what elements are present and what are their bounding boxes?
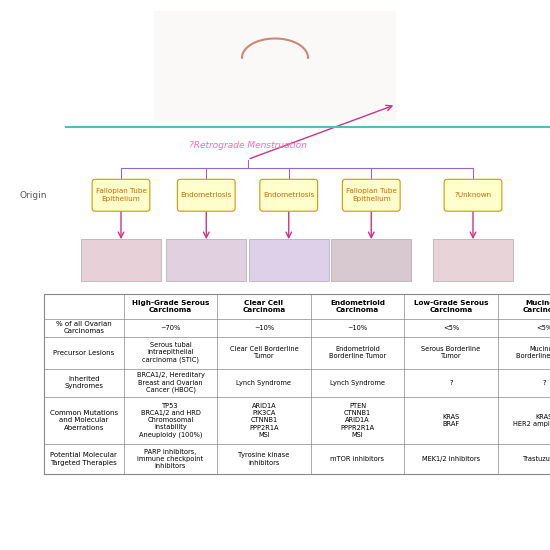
Text: Origin: Origin bbox=[19, 191, 47, 200]
Text: Lynch Syndrome: Lynch Syndrome bbox=[330, 380, 385, 386]
Text: % of all Ovarian
Carcinomas: % of all Ovarian Carcinomas bbox=[56, 321, 112, 334]
Text: TP53
BRCA1/2 and HRD
Chromosomal
instability
Aneuploidy (100%): TP53 BRCA1/2 and HRD Chromosomal instabi… bbox=[139, 403, 202, 438]
Text: Mucinous
Carcinoma: Mucinous Carcinoma bbox=[523, 300, 550, 313]
Text: Low-Grade Serous
Carcinoma: Low-Grade Serous Carcinoma bbox=[414, 300, 488, 313]
Text: Fallopian Tube
Epithelium: Fallopian Tube Epithelium bbox=[346, 189, 397, 202]
Text: ~10%: ~10% bbox=[254, 325, 274, 331]
Text: Clear Cell
Carcinoma: Clear Cell Carcinoma bbox=[243, 300, 285, 313]
Text: ?: ? bbox=[543, 380, 546, 386]
Text: KRAS
HER2 amplification: KRAS HER2 amplification bbox=[513, 414, 550, 427]
Bar bbox=[433, 239, 513, 280]
Text: Trastuzumab: Trastuzumab bbox=[523, 456, 550, 462]
Text: Endometriosis: Endometriosis bbox=[263, 192, 315, 198]
Text: Tyrosine kinase
inhibitors: Tyrosine kinase inhibitors bbox=[238, 452, 290, 466]
Text: MEK1/2 inhibitors: MEK1/2 inhibitors bbox=[422, 456, 480, 462]
Bar bbox=[154, 11, 396, 121]
FancyBboxPatch shape bbox=[444, 179, 502, 211]
Text: Precursor Lesions: Precursor Lesions bbox=[53, 350, 114, 355]
Bar bbox=[249, 239, 329, 280]
Text: Endometrioid
Borderline Tumor: Endometrioid Borderline Tumor bbox=[329, 346, 386, 359]
Text: ~70%: ~70% bbox=[161, 325, 180, 331]
Text: Lynch Syndrome: Lynch Syndrome bbox=[236, 380, 292, 386]
Text: Inherited
Syndromes: Inherited Syndromes bbox=[64, 376, 103, 389]
Bar bbox=[166, 239, 246, 280]
Text: Serous tubal
intraepithelial
carcinoma (STIC): Serous tubal intraepithelial carcinoma (… bbox=[142, 342, 199, 363]
Text: Endometrioid
Carcinoma: Endometrioid Carcinoma bbox=[330, 300, 385, 313]
Text: High-Grade Serous
Carcinoma: High-Grade Serous Carcinoma bbox=[132, 300, 209, 313]
Bar bbox=[331, 239, 411, 280]
Text: ?: ? bbox=[449, 380, 453, 386]
Text: KRAS
BRAF: KRAS BRAF bbox=[442, 414, 460, 427]
Text: <5%: <5% bbox=[536, 325, 550, 331]
Text: Clear Cell Borderline
Tumor: Clear Cell Borderline Tumor bbox=[230, 346, 298, 359]
Text: ARID1A
PIK3CA
CTNNB1
PPP2R1A
MSI: ARID1A PIK3CA CTNNB1 PPP2R1A MSI bbox=[249, 403, 279, 438]
Text: Mucinous
Borderline Tumor: Mucinous Borderline Tumor bbox=[516, 346, 550, 359]
Text: ?Unknown: ?Unknown bbox=[454, 192, 492, 198]
Text: <5%: <5% bbox=[443, 325, 459, 331]
Text: Common Mutations
and Molecular
Aberrations: Common Mutations and Molecular Aberratio… bbox=[50, 410, 118, 431]
FancyBboxPatch shape bbox=[177, 179, 235, 211]
FancyBboxPatch shape bbox=[342, 179, 400, 211]
Text: BRCA1/2, Hereditary
Breast and Ovarian
Cancer (HBOC): BRCA1/2, Hereditary Breast and Ovarian C… bbox=[136, 372, 205, 393]
Text: PARP inhibitors,
immune checkpoint
inhibitors: PARP inhibitors, immune checkpoint inhib… bbox=[138, 449, 204, 469]
FancyBboxPatch shape bbox=[260, 179, 318, 211]
Bar bbox=[81, 239, 161, 280]
Bar bbox=[44, 294, 550, 474]
Text: Fallopian Tube
Epithelium: Fallopian Tube Epithelium bbox=[96, 189, 146, 202]
FancyBboxPatch shape bbox=[92, 179, 150, 211]
Text: Endometriosis: Endometriosis bbox=[180, 192, 232, 198]
Text: Serous Borderline
Tumor: Serous Borderline Tumor bbox=[421, 346, 481, 359]
Text: PTEN
CTNNB1
ARID1A
PPPR2R1A
MSI: PTEN CTNNB1 ARID1A PPPR2R1A MSI bbox=[340, 403, 375, 438]
Text: Potential Molecular
Targeted Therapies: Potential Molecular Targeted Therapies bbox=[51, 452, 117, 466]
Text: mTOR inhibitors: mTOR inhibitors bbox=[331, 456, 384, 462]
Text: ?Retrograde Menstruation: ?Retrograde Menstruation bbox=[189, 141, 306, 150]
Text: ~10%: ~10% bbox=[348, 325, 367, 331]
